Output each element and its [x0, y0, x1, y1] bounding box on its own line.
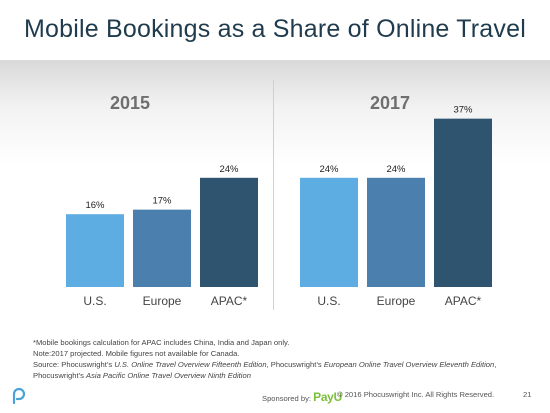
- source-text: ,: [494, 360, 497, 369]
- footnote-note: Note:2017 projected. Mobile figures not …: [33, 349, 240, 358]
- bar-apac: [200, 177, 258, 287]
- data-label: 24%: [386, 164, 406, 175]
- page-number: 21: [523, 390, 532, 399]
- data-label: 24%: [219, 164, 239, 175]
- category-label: Europe: [377, 294, 416, 308]
- category-label: U.S.: [317, 294, 340, 308]
- copyright: © 2016 Phocuswright Inc. All Rights Rese…: [337, 390, 495, 399]
- category-label: Europe: [143, 294, 182, 308]
- category-label: APAC*: [445, 294, 482, 308]
- bar-us: [300, 177, 358, 287]
- sponsor: Sponsored by: PayU: [262, 390, 342, 404]
- data-label: 24%: [319, 164, 339, 175]
- chart-2015-title: 2015: [109, 93, 151, 113]
- payu-logo: PayU: [313, 390, 342, 404]
- bar-europe: [367, 177, 425, 287]
- source-title-europe: European Online Travel Overview Eleventh…: [323, 360, 495, 369]
- chart-2017: 24% U.S. 24% Europe 37% APAC*: [300, 105, 492, 308]
- category-label: APAC*: [211, 294, 248, 308]
- footer: Sponsored by: PayU © 2016 Phocuswright I…: [0, 386, 550, 406]
- source-title-us: U.S. Online Travel Overview Fifteenth Ed…: [114, 360, 267, 369]
- chart-2015: 16% U.S. 17% Europe 24% APAC*: [66, 164, 258, 308]
- source-title-apac: Asia Pacific Online Travel Overview Nint…: [86, 371, 251, 380]
- data-label: 17%: [152, 196, 172, 207]
- data-label: 16%: [85, 200, 105, 211]
- source-text: , Phocuswright’s: [266, 360, 324, 369]
- sponsored-by-label: Sponsored by:: [262, 394, 311, 403]
- footnote-apac: *Mobile bookings calculation for APAC in…: [33, 338, 290, 347]
- footnote-source: Source: Phocuswright’s U.S. Online Trave…: [33, 359, 538, 370]
- phocuswright-logo-icon: [12, 387, 26, 404]
- panel-divider: [273, 80, 274, 310]
- bar-apac: [434, 118, 492, 288]
- payu-logo-text: Pay: [313, 390, 334, 404]
- payu-logo-text: U: [333, 390, 343, 404]
- source-text: Source: Phocuswright’s: [33, 360, 115, 369]
- chart-2017-title: 2017: [369, 93, 411, 113]
- source-text: Phocuswright’s: [33, 371, 87, 380]
- bar-europe: [133, 209, 191, 287]
- footnote-source-continued: Phocuswright’s Asia Pacific Online Trave…: [33, 370, 538, 381]
- category-label: U.S.: [83, 294, 106, 308]
- page-title: Mobile Bookings as a Share of Online Tra…: [24, 15, 526, 43]
- footnotes: *Mobile bookings calculation for APAC in…: [33, 337, 538, 381]
- data-label: 37%: [453, 105, 473, 116]
- bar-us: [66, 214, 124, 287]
